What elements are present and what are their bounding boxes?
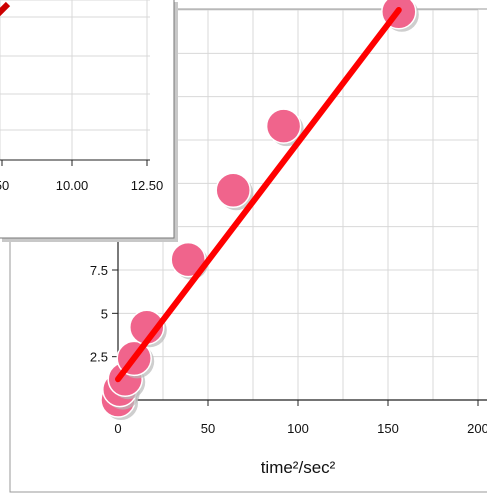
inset-x-tick-label: 50	[0, 178, 9, 193]
main-chart-fit-line	[115, 7, 402, 383]
y-tick-label: 2.5	[90, 350, 108, 365]
inset-x-tick-label: 12.50	[131, 178, 164, 193]
inset-line	[0, 1, 11, 17]
inset-ticks: 50 10.00 12.50	[0, 160, 163, 193]
x-tick-label: 0	[114, 421, 121, 436]
y-tick-label: 5	[101, 306, 108, 321]
inset-grid	[0, 0, 150, 161]
data-point	[215, 172, 251, 209]
main-chart-points	[100, 0, 419, 420]
x-axis-title: time²/sec²	[261, 458, 336, 477]
y-tick-label: 7.5	[90, 263, 108, 278]
x-tick-label: 200	[467, 421, 487, 436]
x-tick-label: 100	[287, 421, 309, 436]
inset-x-tick-label: 10.00	[56, 178, 89, 193]
data-point	[265, 108, 302, 144]
inset-chart-frame	[0, 0, 175, 239]
x-tick-label: 50	[201, 421, 215, 436]
inset-line-segment	[0, 1, 11, 17]
x-tick-label: 150	[377, 421, 399, 436]
fit-line	[115, 7, 402, 383]
inset-chart: 50 10.00 12.50	[0, 0, 178, 242]
